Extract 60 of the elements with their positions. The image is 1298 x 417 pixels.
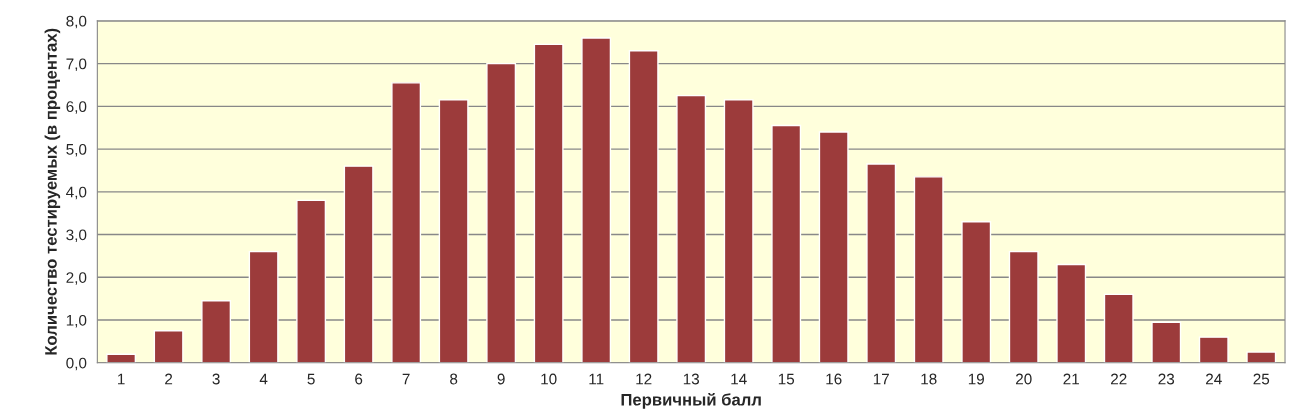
bar	[1103, 293, 1134, 363]
y-tick-label: 4,0	[66, 186, 87, 200]
x-tick-label: 2	[165, 373, 173, 385]
x-axis-title: Первичный балл	[621, 393, 761, 409]
x-tick-label: 3	[212, 373, 220, 385]
x-tick-label: 10	[541, 373, 557, 385]
x-tick-label: 23	[1158, 373, 1175, 385]
y-tick-label: 6,0	[66, 101, 87, 114]
x-tick-label: 14	[731, 373, 747, 385]
bar	[201, 300, 232, 363]
bar	[676, 94, 707, 363]
x-tick-label: 17	[873, 373, 889, 385]
bar	[486, 62, 517, 363]
x-tick-label: 9	[497, 373, 505, 385]
y-tick-label: 1,0	[66, 314, 87, 328]
bar	[391, 82, 422, 363]
bar	[913, 176, 944, 363]
y-tick-label: 7,0	[66, 58, 87, 72]
x-tick-label: 4	[259, 373, 268, 385]
bar	[723, 99, 754, 363]
y-tick-label: 3,0	[66, 229, 87, 243]
bar	[866, 163, 897, 363]
bar	[343, 165, 374, 363]
x-tick-label: 12	[636, 373, 652, 385]
bar	[1198, 336, 1229, 363]
bar	[438, 99, 469, 363]
x-tick-label: 15	[778, 373, 795, 385]
x-tick-label: 16	[826, 373, 842, 385]
bar	[1151, 321, 1182, 363]
x-tick-label: 22	[1111, 373, 1127, 385]
bar	[296, 199, 327, 363]
bar	[533, 43, 564, 363]
bar	[961, 221, 992, 363]
y-tick-label: 8,0	[66, 15, 87, 29]
x-tick-label: 11	[589, 373, 604, 385]
x-tick-label: 21	[1063, 373, 1079, 385]
y-tick-label: 2,0	[66, 272, 87, 285]
x-tick-label: 19	[968, 373, 984, 385]
bar	[818, 131, 849, 363]
x-tick-label: 24	[1206, 373, 1222, 385]
bar	[1246, 351, 1277, 363]
bar	[581, 37, 612, 363]
bar	[628, 50, 659, 363]
x-tick-label: 20	[1016, 373, 1032, 385]
y-tick-label: 0,0	[66, 357, 87, 371]
x-tick-label: 5	[307, 373, 315, 385]
bar	[1008, 250, 1039, 363]
x-tick-label: 6	[355, 373, 363, 385]
x-tick-label: 13	[683, 373, 700, 385]
y-tick-label: 5,0	[66, 143, 87, 157]
x-tick-label: 18	[921, 373, 937, 385]
x-tick-label: 1	[118, 373, 125, 385]
y-axis-title: Количество тестируемых (в процентах)	[44, 28, 61, 355]
x-tick-label: 25	[1253, 373, 1270, 385]
x-tick-label: 7	[402, 373, 410, 385]
bar	[153, 330, 184, 363]
bar	[248, 250, 279, 363]
x-tick-label: 8	[450, 373, 458, 385]
bar	[1056, 263, 1087, 363]
bar	[771, 124, 802, 363]
